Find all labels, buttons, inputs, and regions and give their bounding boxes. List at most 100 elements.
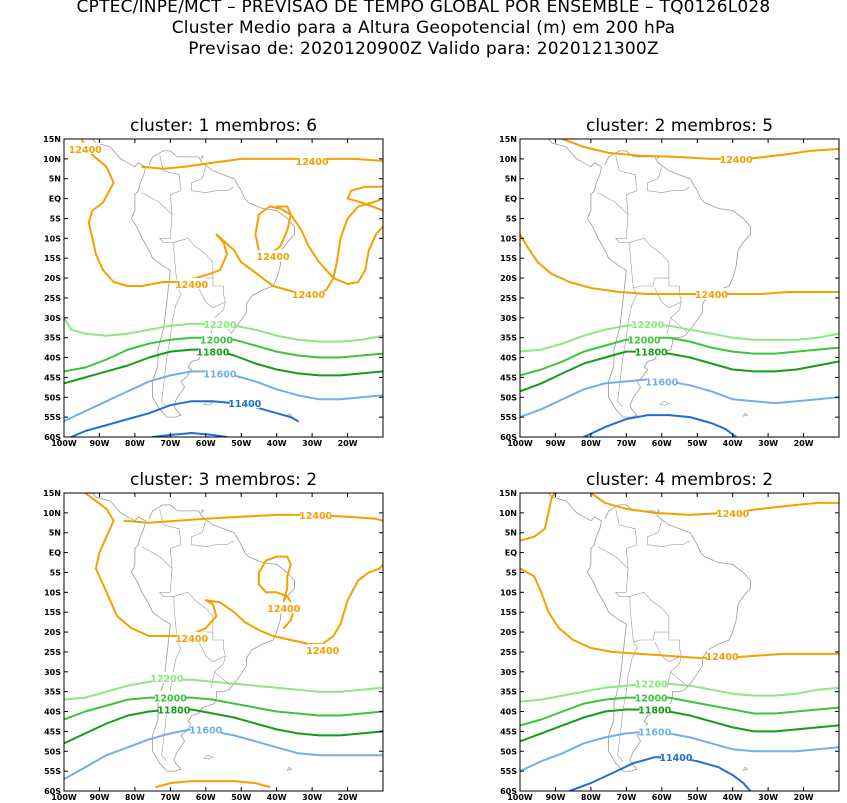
x-tick-label: 50W	[687, 439, 707, 448]
x-tick-label: 90W	[545, 793, 565, 802]
y-tick-label: 45S	[44, 373, 61, 382]
y-tick-label: 25S	[44, 294, 61, 303]
country-border	[141, 508, 182, 570]
country-border	[198, 278, 226, 309]
contour-label: 12200	[635, 680, 668, 691]
contour-label: 12400	[306, 646, 339, 657]
contour-12400	[257, 555, 296, 630]
contour-12400	[155, 780, 271, 788]
y-tick-label: 5N	[505, 529, 517, 538]
y-tick-label: 30S	[500, 314, 517, 323]
contour-label: 11400	[228, 399, 261, 410]
contour-label: 12400	[716, 509, 749, 520]
contour-label: 11800	[638, 706, 671, 717]
contour-label-bg	[201, 333, 232, 345]
x-tick-label: 70W	[160, 793, 180, 802]
country-border	[159, 214, 176, 271]
contour-label: 12000	[635, 694, 668, 705]
country-border	[647, 166, 691, 193]
y-tick-label: 35S	[500, 688, 517, 697]
y-tick-label: 20S	[500, 628, 517, 637]
y-tick-label: 10N	[43, 155, 61, 164]
x-tick-label: 100W	[507, 793, 533, 802]
contour-label-bg	[307, 643, 338, 655]
contour-11600	[520, 378, 839, 419]
cluster-panel-1: cluster: 1 membros: 6 12400 12400 12400 1240…	[43, 116, 384, 448]
y-tick-label: 15S	[44, 608, 61, 617]
island-outline	[286, 766, 293, 771]
y-tick-label: 20S	[500, 274, 517, 283]
contour-12400	[141, 157, 383, 170]
y-tick-label: 50S	[44, 393, 61, 402]
country-border	[629, 591, 670, 643]
contour-label-bg	[190, 723, 221, 735]
contour-label: 12400	[706, 652, 739, 663]
country-border	[597, 154, 638, 216]
y-tick-label: 20S	[44, 274, 61, 283]
panel-title: cluster: 4 membros: 2	[586, 470, 773, 490]
contour-11800	[64, 708, 383, 745]
y-tick-label: 20S	[44, 628, 61, 637]
y-tick-label: 50S	[44, 747, 61, 756]
island-outline	[200, 509, 205, 514]
contour-12400	[123, 513, 383, 524]
y-tick-label: EQ	[49, 549, 61, 558]
island-outline	[200, 155, 205, 160]
x-tick-label: 70W	[616, 439, 636, 448]
country-border	[210, 671, 215, 688]
x-tick-label: 30W	[758, 439, 778, 448]
y-tick-label: 50S	[500, 747, 517, 756]
contour-label-bg	[258, 250, 289, 262]
x-tick-label: 90W	[89, 793, 109, 802]
contour-12000	[520, 696, 839, 727]
y-tick-label: 40S	[44, 708, 61, 717]
contour-label-bg	[300, 508, 331, 520]
y-tick-label: 5N	[49, 175, 61, 184]
contour-12400	[80, 139, 383, 295]
country-border	[597, 508, 638, 570]
header-line-3: Previsao de: 2020120900Z Valido para: 20…	[188, 39, 659, 59]
panel-title: cluster: 2 membros: 5	[586, 116, 773, 136]
contour-label: 12400	[175, 634, 208, 645]
country-border	[159, 568, 176, 625]
x-tick-label: 80W	[125, 439, 145, 448]
contour-label: 12000	[200, 336, 233, 347]
y-tick-label: 40S	[500, 354, 517, 363]
contour-label-bg	[717, 506, 748, 518]
contour-label-bg	[636, 345, 667, 357]
contour-11600	[520, 730, 839, 773]
country-border	[629, 237, 670, 289]
contour-label: 11600	[645, 377, 678, 388]
contour-label-bg	[204, 367, 235, 379]
y-tick-label: 60S	[500, 787, 517, 796]
x-tick-label: 100W	[51, 439, 77, 448]
panel-title: cluster: 3 membros: 2	[130, 470, 317, 490]
contour-label-bg	[229, 397, 260, 409]
contour-label: 11800	[157, 706, 190, 717]
x-tick-label: 60W	[652, 439, 672, 448]
y-tick-label: 10N	[499, 509, 517, 518]
y-tick-label: 15S	[500, 254, 517, 263]
y-tick-label: 30S	[44, 668, 61, 677]
y-tick-label: 25S	[44, 648, 61, 657]
coastline-central-america	[547, 139, 602, 168]
x-tick-label: 90W	[545, 439, 565, 448]
contour-11600	[64, 728, 383, 781]
contour-11800	[520, 708, 839, 743]
contour-label-bg	[707, 649, 738, 661]
contour-11400	[582, 414, 738, 437]
y-tick-label: 35S	[500, 334, 517, 343]
y-tick-label: 5N	[505, 175, 517, 184]
contour-label: 12000	[628, 336, 661, 347]
y-tick-label: 35S	[44, 334, 61, 343]
y-tick-label: 60S	[44, 787, 61, 796]
x-tick-label: 60W	[652, 793, 672, 802]
island-outline	[203, 400, 214, 406]
contour-label: 12400	[720, 155, 753, 166]
contour-12400	[520, 567, 839, 659]
island-outline	[742, 412, 749, 417]
x-tick-label: 40W	[267, 439, 287, 448]
cluster-panel-2: cluster: 2 membros: 5 12400 12400 12200 1200…	[499, 116, 840, 448]
cluster-panel-3: cluster: 3 membros: 2 12400 12400 12400 1240…	[43, 470, 384, 802]
